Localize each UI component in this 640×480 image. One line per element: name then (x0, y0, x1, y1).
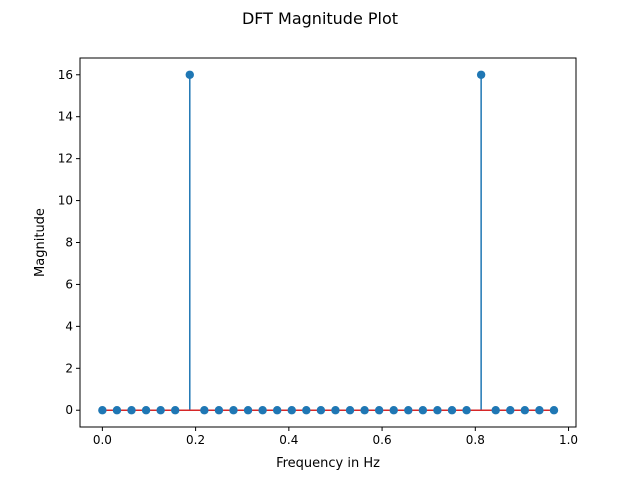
x-tick-label: 0.8 (466, 433, 485, 447)
stem-marker (389, 406, 398, 415)
y-tick-label: 16 (58, 68, 73, 82)
stem-marker (141, 406, 151, 415)
stem-marker (418, 406, 428, 415)
stem-marker (272, 406, 282, 415)
x-tick-label: 1.0 (559, 433, 578, 447)
stem-marker (491, 406, 500, 415)
stem-marker (287, 406, 296, 415)
stem-marker (374, 406, 384, 415)
stem-marker (404, 406, 413, 415)
y-tick-label: 14 (58, 110, 73, 124)
y-tick-label: 6 (65, 277, 73, 291)
stem-marker (171, 406, 180, 415)
stem-marker (200, 406, 209, 415)
y-tick-label: 8 (65, 236, 73, 250)
stem-marker (258, 406, 267, 415)
stem-marker (98, 406, 107, 415)
x-tick-label: 0.4 (279, 433, 298, 447)
y-tick-label: 12 (58, 152, 73, 166)
stem-marker (214, 406, 224, 415)
stem-marker (447, 406, 457, 415)
x-axis-label: Frequency in Hz (276, 456, 380, 471)
x-axis: 0.0 0.2 0.4 0.6 0.8 1.0 (93, 427, 578, 447)
x-tick-label: 0.0 (93, 433, 112, 447)
stem-marker (360, 406, 369, 415)
stem-marker (302, 406, 311, 415)
stem-marker (506, 406, 515, 415)
y-tick-label: 10 (58, 194, 73, 208)
y-axis-label: Magnitude (33, 208, 48, 277)
chart-title: DFT Magnitude Plot (242, 9, 398, 28)
y-tick-label: 4 (65, 319, 73, 333)
stem-marker (345, 406, 355, 415)
stem-marker (316, 406, 326, 415)
stem-marker (127, 406, 136, 415)
stem-marker (476, 70, 486, 79)
stem-marker (229, 406, 238, 415)
x-tick-label: 0.2 (186, 433, 205, 447)
stem-marker (185, 70, 194, 79)
stem-marker (462, 406, 471, 415)
y-tick-label: 2 (65, 361, 73, 375)
x-tick-label: 0.6 (373, 433, 392, 447)
stem-marker (112, 406, 122, 415)
stem-marker (156, 406, 165, 415)
y-tick-label: 0 (65, 403, 73, 417)
stem-marker (535, 406, 544, 415)
stem-marker (243, 406, 253, 415)
stem-marker (331, 406, 340, 415)
stem-marker (549, 406, 559, 415)
y-axis: 0 2 4 6 8 10 12 14 16 (58, 68, 80, 417)
stem-marker (520, 406, 530, 415)
plot-area (98, 70, 559, 415)
stem-marker (433, 406, 442, 415)
